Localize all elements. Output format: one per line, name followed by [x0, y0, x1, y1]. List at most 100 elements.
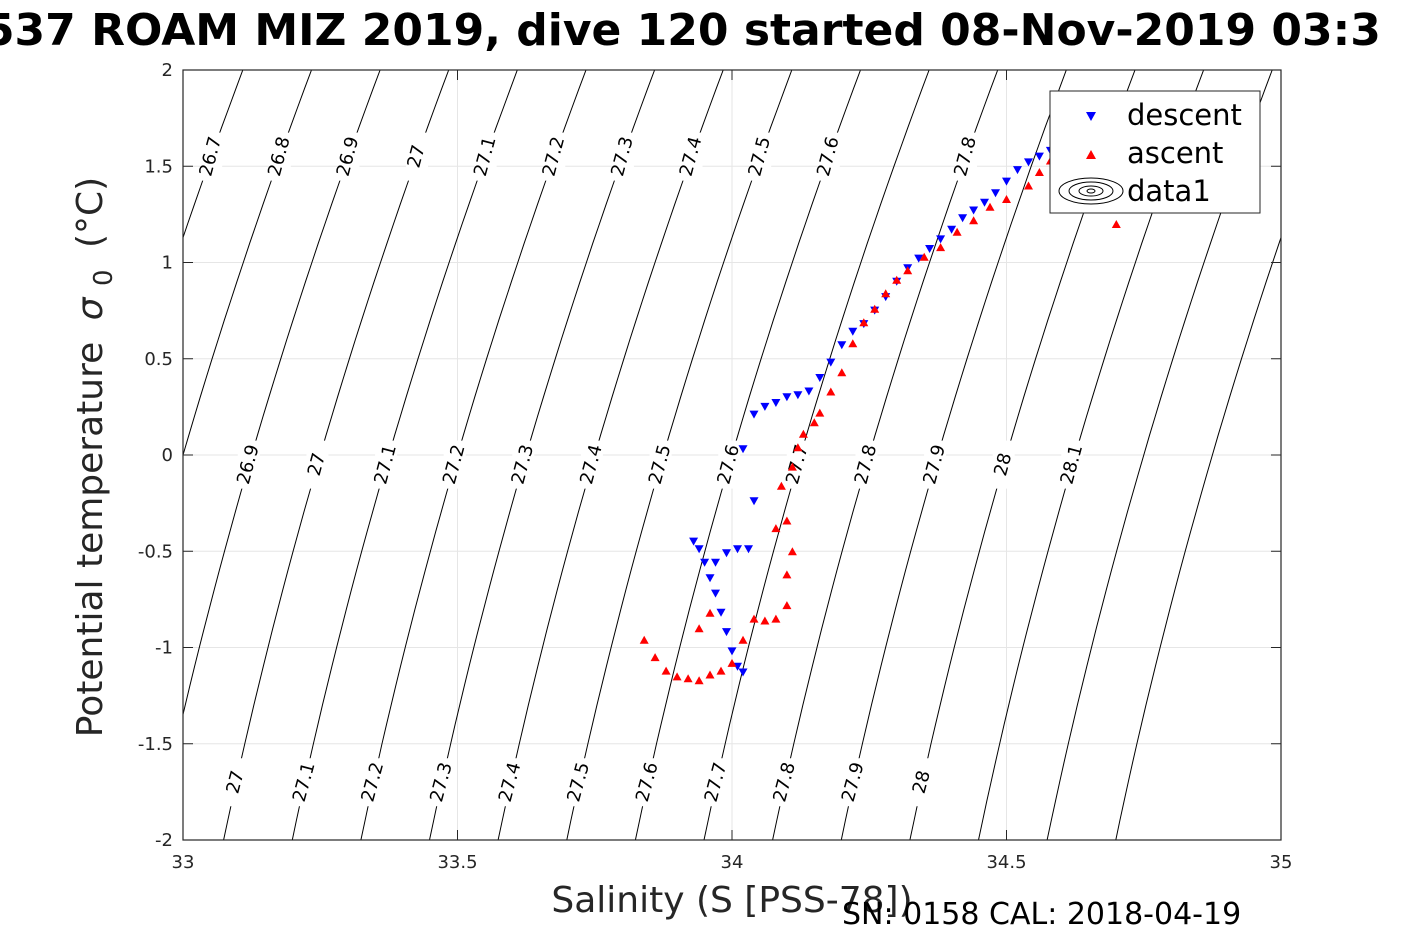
ascent-point [705, 670, 715, 679]
ascent-point [903, 266, 913, 275]
x-tick-label: 33.5 [437, 852, 477, 873]
isopycnal-label-mask [749, 132, 772, 181]
ascent-point [694, 624, 704, 633]
descent-point [733, 545, 742, 554]
descent-point [722, 549, 731, 558]
legend-descent-marker [1086, 112, 1096, 121]
descent-point [1024, 158, 1033, 167]
y-tick-label: -1 [155, 638, 173, 659]
descent-point [738, 668, 748, 677]
isopycnal-label-mask [568, 758, 591, 807]
isopycnal-label-mask [268, 132, 291, 181]
y-tick-label: 1.5 [144, 156, 173, 177]
isopycnal-label-mask [817, 132, 840, 181]
descent-point [711, 589, 720, 598]
isopycnal-label-mask [237, 440, 260, 489]
axis-ticks: 33 33.5 34 34.5 35 2 1.5 1 0.5 0 -0.5 -1 -1.5 -2 [138, 60, 1293, 873]
isopycnal-label-mask [705, 758, 728, 807]
descent-point [744, 545, 753, 554]
ascent-point [793, 443, 803, 452]
descent-point [782, 393, 792, 402]
descent-point [760, 402, 770, 411]
descent-point [848, 327, 858, 336]
y-axis-label-subscript: 0 [89, 269, 119, 286]
isopycnal-label-mask [499, 758, 522, 807]
descent-point [727, 647, 737, 656]
ascent-point [771, 524, 781, 533]
descent-point [947, 225, 957, 234]
descent-point [815, 374, 825, 382]
y-tick-label: 0 [162, 445, 173, 466]
isopycnal-label-mask [512, 440, 535, 489]
y-tick-label: -0.5 [138, 541, 173, 562]
descent-point [925, 245, 935, 253]
ascent-point [705, 608, 715, 617]
isopycnal-label-mask [636, 758, 659, 807]
y-tick-label: 1 [162, 253, 173, 274]
ascent-point [782, 516, 792, 525]
descent-point [689, 537, 699, 546]
descent-point [749, 497, 759, 506]
ascent-point [859, 318, 869, 327]
descent-point [991, 189, 1000, 198]
descent-point [738, 445, 748, 454]
isopycnal-label-mask [337, 132, 360, 181]
ascent-point [749, 614, 759, 623]
isopycnal-label-mask [580, 440, 603, 489]
isopycnal-label-mask [786, 440, 809, 489]
x-tick-label: 34.5 [986, 852, 1026, 873]
isopycnal-label-mask [924, 440, 947, 489]
isopycnal-label-mask [225, 758, 248, 807]
x-tick-label: 33 [172, 852, 195, 873]
density-contour-labels: 26.7 26.8 26.9 27 27.1 27.2 27.3 27.4 27.5 27.6 27… [195, 132, 1116, 807]
descent-point [771, 399, 781, 407]
isopycnal-label-mask [543, 132, 566, 181]
x-tick-label: 35 [1270, 852, 1293, 873]
y-axis-label-symbol: σ [70, 296, 111, 320]
ascent-point [650, 653, 660, 662]
descent-point [700, 558, 710, 567]
descent-point [793, 391, 803, 400]
ascent-point [1024, 181, 1033, 190]
ascent-point [815, 408, 825, 417]
y-tick-label: -1.5 [138, 734, 173, 755]
ascent-point [771, 614, 781, 623]
ascent-point [826, 387, 836, 396]
ascent-point [738, 635, 748, 644]
y-axis-label-unit: (°C) [70, 177, 111, 248]
legend-box [1049, 90, 1261, 214]
isopycnal-line [183, 70, 244, 240]
isopycnal-label-mask [718, 440, 741, 489]
legend-ascent-marker [1086, 150, 1096, 159]
ascent-point [782, 601, 792, 610]
ascent-point [952, 227, 962, 236]
descent-point [804, 387, 814, 396]
descent-point [969, 206, 979, 215]
ascent-point [672, 672, 682, 681]
ascent-point [694, 676, 704, 685]
isopycnal-label-mask [430, 758, 453, 807]
isopycnal-label-mask [680, 132, 703, 181]
ascent-point [848, 339, 858, 348]
isopycnal-label-mask [443, 440, 466, 489]
descent-point [694, 545, 704, 554]
isopycnal-label-mask [200, 132, 223, 181]
y-tick-label: 2 [162, 60, 173, 81]
isopycnal-label-mask [955, 132, 978, 181]
ascent-point [727, 658, 737, 667]
ascent-point [837, 368, 847, 377]
ascent-point [683, 674, 693, 683]
ascent-point [760, 616, 770, 625]
isopycnal-label-mask [855, 440, 878, 489]
chart-title: SG537 ROAM MIZ 2019, dive 120 started 08… [0, 6, 1381, 56]
y-tick-label: 0.5 [144, 349, 173, 370]
ascent-point [776, 481, 786, 490]
ascent-point [787, 462, 797, 471]
ascent-point [639, 635, 649, 644]
descent-point [936, 235, 946, 244]
legend-contour-icon [1058, 177, 1124, 205]
isopycnal-label-mask [774, 758, 797, 807]
isopycnal-label-mask [1061, 440, 1084, 489]
legend-data1-label: data1 [1127, 174, 1211, 208]
